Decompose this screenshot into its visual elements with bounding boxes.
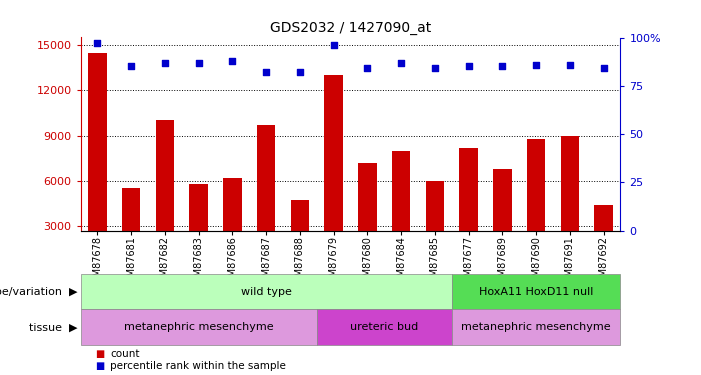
Bar — [189, 184, 208, 272]
Point — [564, 62, 576, 68]
Point — [497, 63, 508, 69]
Bar — [81, 309, 317, 345]
Point — [294, 69, 306, 75]
Bar — [459, 148, 478, 272]
Text: metanephric mesenchyme: metanephric mesenchyme — [124, 322, 273, 332]
Bar — [88, 53, 107, 272]
Bar — [223, 178, 242, 272]
Bar — [122, 188, 140, 272]
Bar — [426, 181, 444, 272]
Point — [227, 58, 238, 64]
Bar — [291, 201, 309, 272]
Bar — [81, 274, 451, 309]
Point — [429, 65, 440, 71]
Text: tissue  ▶: tissue ▶ — [29, 322, 77, 332]
Bar — [358, 163, 376, 272]
Text: ■: ■ — [95, 349, 104, 359]
Point — [125, 63, 137, 69]
Bar — [156, 120, 175, 272]
Text: metanephric mesenchyme: metanephric mesenchyme — [461, 322, 611, 332]
Text: ■: ■ — [95, 361, 104, 371]
Text: genotype/variation  ▶: genotype/variation ▶ — [0, 286, 77, 297]
Bar — [493, 169, 512, 272]
Bar — [594, 205, 613, 272]
Point — [193, 60, 204, 66]
Bar — [317, 309, 451, 345]
Point — [261, 69, 272, 75]
Point — [598, 65, 609, 71]
Text: HoxA11 HoxD11 null: HoxA11 HoxD11 null — [479, 286, 593, 297]
Bar — [451, 274, 620, 309]
Bar — [451, 309, 620, 345]
Point — [328, 42, 339, 48]
Bar — [257, 125, 275, 272]
Point — [463, 63, 474, 69]
Text: wild type: wild type — [240, 286, 292, 297]
Point — [362, 65, 373, 71]
Bar — [325, 75, 343, 272]
Point — [531, 62, 542, 68]
Point — [159, 60, 170, 66]
Text: percentile rank within the sample: percentile rank within the sample — [110, 361, 286, 371]
Bar — [392, 151, 410, 272]
Point — [395, 60, 407, 66]
Bar — [561, 136, 579, 272]
Title: GDS2032 / 1427090_at: GDS2032 / 1427090_at — [270, 21, 431, 35]
Text: count: count — [110, 349, 139, 359]
Text: ureteric bud: ureteric bud — [350, 322, 418, 332]
Bar — [526, 139, 545, 272]
Point — [92, 40, 103, 46]
